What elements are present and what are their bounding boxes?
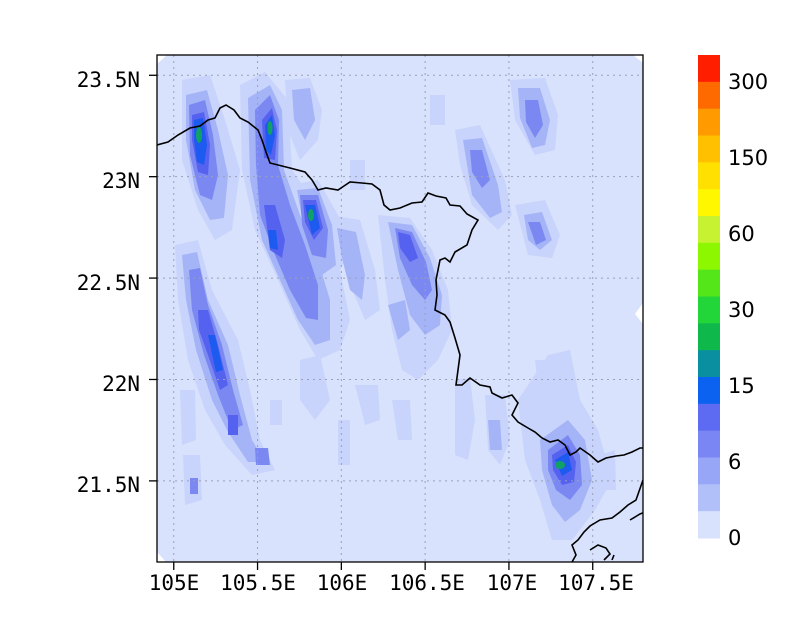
lat-tick-label: 23N [102,169,140,193]
coast-segment [589,544,612,561]
lat-tick-labels: 23.5N 23N 22.5N 22N 21.5N [77,68,140,497]
colorbar-label: 6 [728,450,741,474]
lon-tick-label: 105.5E [220,571,296,595]
colorbar-label: 30 [728,298,755,322]
tick-marks [149,74,594,570]
contour-band [350,160,365,190]
coast-segment [571,479,643,562]
contour-band [430,95,445,125]
lat-tick-label: 22.5N [77,271,140,295]
contour-peak [267,121,273,135]
lon-tick-label: 106E [317,571,368,595]
lat-tick-label: 23.5N [77,68,140,92]
colorbar-swatch [698,189,720,217]
colorbar-swatch [698,457,720,485]
colorbar-swatch [698,135,720,163]
colorbar [698,55,720,539]
colorbar-swatch [698,269,720,297]
contour-peak [308,209,314,221]
contour-level-6 [196,121,565,469]
colorbar-label: 0 [728,526,741,550]
lon-tick-label: 107E [487,571,538,595]
gridlines [157,55,643,562]
colorbar-swatch [698,81,720,110]
contour-band [600,450,616,490]
lon-tick-label: 105E [149,571,200,595]
lon-tick-label: 106.5E [389,571,465,595]
colorbar-swatch [698,350,720,378]
contour-band [398,232,418,262]
coast-segment [629,511,643,521]
corner-mask [633,55,643,63]
contour-band [190,478,198,494]
contour-peak [555,461,565,469]
colorbar-label: 60 [728,222,755,246]
colorbar-swatch [698,430,720,458]
colorbar-label: 300 [728,70,768,94]
contour-band [337,228,365,300]
contour-band [338,420,350,465]
corner-mask [635,303,643,324]
lat-tick-label: 22N [102,372,140,396]
coastline [157,104,643,562]
contour-band [300,355,330,420]
lon-tick-labels: 105E 105.5E 106E 106.5E 107E 107.5E [149,571,634,595]
colorbar-swatch [698,162,720,190]
contour-band [208,335,223,372]
contour-band [455,378,475,460]
lon-tick-label: 107.5E [558,571,634,595]
colorbar-swatch [698,242,720,271]
colorbar-swatch [698,403,720,432]
contour-band [525,100,543,138]
plot-frame [156,54,644,563]
contour-band [268,230,278,250]
border-line [157,104,643,463]
colorbar-label: 150 [728,146,768,170]
contour-band [392,400,412,440]
contour-band [535,360,555,385]
coast-segment [611,554,615,561]
colorbar-swatch [698,216,720,244]
contour-band [488,420,502,450]
contour-band [388,300,410,340]
contour-band [528,222,546,245]
contour-band [228,415,238,435]
corner-masks [157,55,643,562]
corner-mask [157,55,167,64]
lat-tick-label: 21.5N [77,473,140,497]
contour-band [180,390,196,445]
colorbar-labels: 300 150 60 30 15 6 0 [728,70,768,550]
colorbar-swatch [698,55,720,83]
contour-band [355,385,380,425]
contour-peak [196,127,202,143]
colorbar-swatch [698,296,720,324]
corner-mask [157,552,166,562]
precip-field [175,72,616,540]
colorbar-swatch [698,108,720,136]
colorbar-swatch [698,511,720,539]
contour-band [470,150,490,188]
colorbar-swatch [698,377,720,405]
contour-band [292,88,315,140]
contour-band [255,448,270,465]
contour-band [270,400,282,425]
colorbar-swatch [698,323,720,351]
colorbar-label: 15 [728,374,755,398]
colorbar-swatch [698,484,720,512]
